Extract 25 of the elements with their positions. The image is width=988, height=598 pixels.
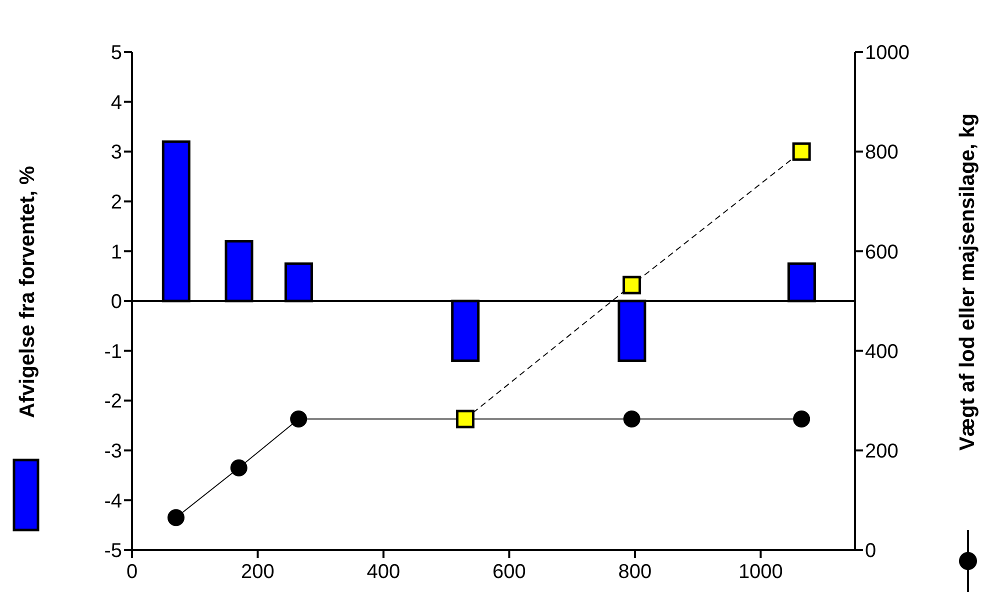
y-tick-label: 5 — [110, 42, 122, 64]
x-tick-label: 0 — [126, 561, 138, 584]
y2-tick-label: 0 — [865, 540, 876, 562]
y-axis-title: Afvigelse fra forventet, % — [16, 166, 40, 418]
y2-tick-label: 600 — [865, 241, 898, 264]
x-tick-label: 1000 — [738, 561, 783, 584]
y-tick-label: -1 — [104, 340, 122, 363]
y-tick-label: 0 — [110, 291, 122, 314]
y2-tick-label: 400 — [865, 340, 898, 363]
y2-tick-label: 200 — [865, 440, 898, 462]
y-tick-label: 4 — [110, 92, 122, 114]
y2-tick-label: 1000 — [865, 42, 910, 64]
y-tick-label: -5 — [104, 540, 122, 562]
y-tick-label: 2 — [110, 192, 122, 214]
x-tick-label: 600 — [492, 561, 526, 584]
x-tick-label: 200 — [241, 561, 274, 584]
y-tick-label: -4 — [104, 490, 122, 512]
y2-axis-title: Vægt af lod eller majsensilage, kg — [956, 113, 980, 451]
y-tick-label: 3 — [110, 142, 122, 164]
y-tick-label: -2 — [104, 390, 122, 413]
y2-tick-label: 800 — [865, 142, 898, 164]
x-tick-label: 400 — [366, 561, 400, 584]
y-tick-label: -3 — [104, 440, 122, 462]
y-tick-label: 1 — [110, 241, 122, 264]
x-tick-label: 800 — [618, 561, 652, 584]
